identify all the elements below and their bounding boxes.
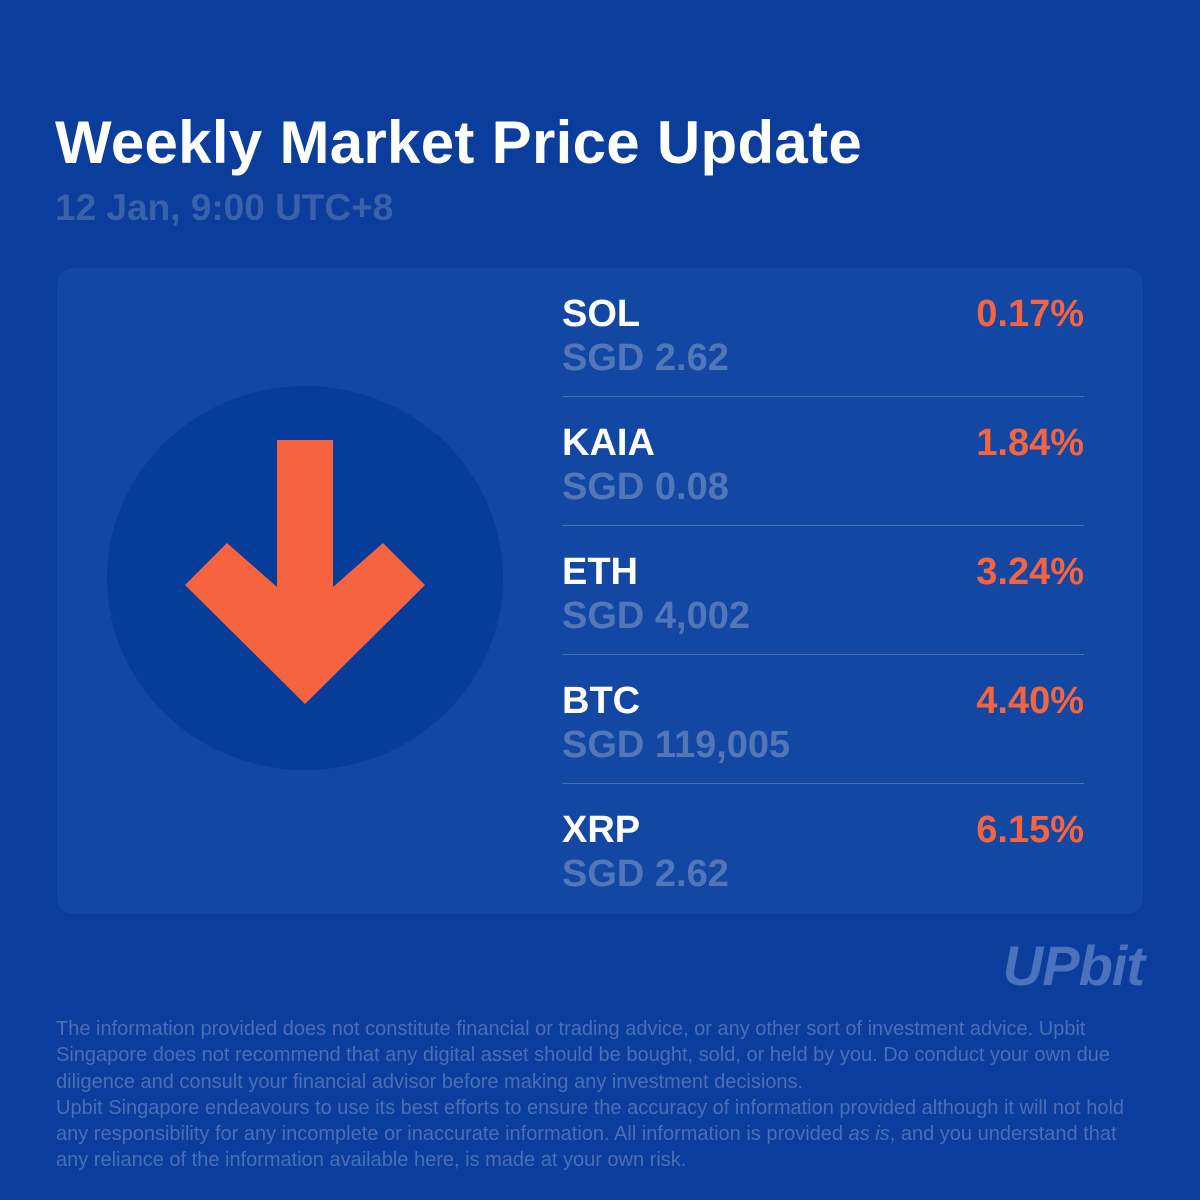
disclaimer-paragraph: Upbit Singapore endeavours to use its be… <box>56 1095 1146 1174</box>
asset-change: 0.17% <box>976 293 1084 335</box>
asset-row-sol: SOL SGD 2.62 0.17% <box>562 268 1084 397</box>
disclaimer-text: Upbit Singapore endeavours to use its be… <box>56 1096 1125 1146</box>
asset-row-kaia: KAIA SGD 0.08 1.84% <box>562 397 1084 526</box>
page-title: Weekly Market Price Update <box>55 109 863 176</box>
asset-row-xrp: XRP SGD 2.62 6.15% <box>562 784 1084 913</box>
asset-symbol: BTC <box>562 680 641 722</box>
asset-symbol: KAIA <box>562 422 655 464</box>
disclaimer-text: , and you understand that any reliance o… <box>56 1123 1117 1172</box>
asset-price: SGD 2.62 <box>562 853 729 895</box>
asset-row-eth: ETH SGD 4,002 3.24% <box>562 526 1084 655</box>
upbit-logo: UPbit <box>1002 934 1145 997</box>
asset-change: 1.84% <box>976 422 1084 464</box>
disclaimer-paragraph: The information provided does not consti… <box>56 1018 1111 1093</box>
disclaimer-emphasis: as is <box>848 1123 890 1146</box>
asset-price: SGD 2.62 <box>562 337 729 379</box>
update-timestamp: 12 Jan, 9:00 UTC+8 <box>55 187 394 228</box>
asset-symbol: ETH <box>562 551 638 593</box>
asset-change: 4.40% <box>976 680 1084 722</box>
asset-price: SGD 119,005 <box>562 724 791 766</box>
asset-row-btc: BTC SGD 119,005 4.40% <box>562 655 1084 784</box>
asset-symbol: SOL <box>562 293 641 335</box>
asset-price: SGD 0.08 <box>562 466 729 508</box>
asset-price: SGD 4,002 <box>562 595 750 637</box>
disclaimer: The information provided does not consti… <box>56 1016 1146 1174</box>
asset-change: 3.24% <box>976 551 1084 593</box>
asset-list: SOL SGD 2.62 0.17% KAIA SGD 0.08 1.84% E… <box>562 268 1084 913</box>
arrow-down-icon <box>185 440 425 704</box>
trend-indicator <box>107 386 503 770</box>
asset-change: 6.15% <box>976 809 1084 851</box>
asset-symbol: XRP <box>562 809 641 851</box>
